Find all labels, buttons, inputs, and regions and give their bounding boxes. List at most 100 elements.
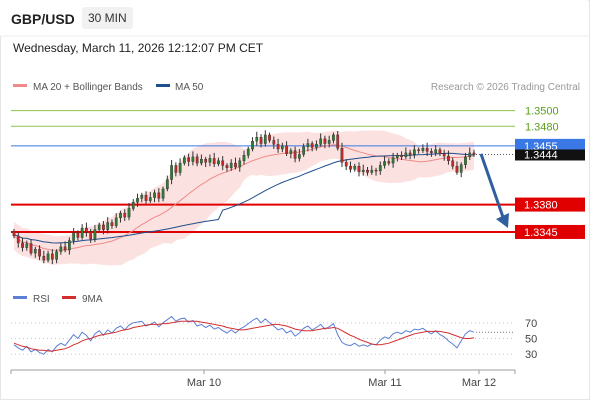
candle-body: [255, 137, 259, 142]
candle-body: [340, 148, 344, 163]
candle-body: [170, 165, 173, 180]
candle-body: [148, 197, 152, 201]
candle-body: [336, 134, 340, 149]
candle-body: [110, 222, 114, 226]
candle-body: [212, 158, 216, 165]
ma50-legend-label: MA 50: [175, 82, 204, 93]
candle-body: [93, 229, 97, 240]
candle-body: [229, 162, 233, 168]
candle-body: [280, 145, 284, 150]
candle-body: [378, 165, 382, 172]
candle-body: [16, 235, 20, 244]
ma20-legend-label: MA 20 + Bollinger Bands: [33, 82, 143, 93]
rsi-tick-70: 70: [525, 318, 537, 330]
candle-body: [400, 155, 403, 158]
candle-body: [370, 169, 374, 173]
candle-body: [455, 166, 459, 173]
candle-body: [225, 165, 229, 168]
rsi-ticks: 70 50 30: [525, 318, 537, 361]
rsi-line: [13, 315, 475, 355]
candle-body: [217, 160, 220, 165]
candle-body: [285, 145, 288, 154]
candle-body: [315, 144, 318, 148]
candle-body: [272, 140, 276, 145]
chart-datetime: Wednesday, March 11, 2026 12:12:07 PM CE…: [13, 41, 264, 55]
candle-body: [327, 140, 331, 144]
candle-body: [136, 198, 139, 203]
forecast-arrow-head: [496, 212, 509, 228]
timeframe-badge[interactable]: 30 MIN: [82, 7, 133, 29]
candle-body: [464, 156, 467, 165]
candle-body: [89, 231, 93, 240]
candle-body: [153, 192, 156, 198]
candle-body: [50, 253, 54, 260]
candle-body: [417, 149, 420, 151]
candle-body: [323, 138, 327, 144]
candle-body: [430, 151, 433, 154]
candle-body: [251, 140, 254, 150]
candle-body: [140, 194, 144, 199]
candle-body: [434, 149, 438, 154]
last-price-badge: [515, 149, 585, 161]
candle-body: [459, 164, 463, 173]
candle-body: [413, 149, 416, 155]
candle-body: [200, 158, 203, 164]
candle-body: [259, 137, 263, 144]
candle-body: [421, 148, 425, 151]
rsi-ma9-line: [13, 320, 475, 352]
candle-body: [425, 148, 429, 152]
candle-body: [447, 155, 450, 161]
candle-body: [242, 155, 246, 161]
symbol-title: GBP/USD: [11, 11, 75, 27]
candle-body: [391, 157, 395, 164]
candle-body: [353, 166, 357, 170]
chart-header: GBP/USD 30 MIN: [0, 0, 588, 36]
rsi-legend-label: RSI: [33, 294, 50, 305]
candlesticks[interactable]: [12, 130, 476, 265]
candle-body: [161, 188, 165, 199]
candle-body: [102, 224, 105, 230]
candle-body: [123, 212, 127, 218]
candle-body: [383, 161, 386, 166]
candle-body: [33, 248, 37, 254]
candle-body: [298, 154, 301, 159]
candle-body: [468, 152, 472, 158]
candle-body: [157, 192, 161, 199]
candle-body: [408, 152, 412, 155]
candle-body: [127, 208, 131, 218]
forecast-arrow-shaft: [479, 153, 506, 221]
candle-body: [438, 149, 442, 154]
candle-body: [289, 150, 293, 154]
candle-body: [85, 227, 88, 233]
candle-body: [246, 148, 250, 156]
current-price-badge: [515, 138, 585, 153]
rsi-lines: [13, 315, 515, 355]
candle-body: [208, 158, 212, 163]
candle-body: [319, 138, 323, 145]
forecast-arrow: [479, 153, 509, 228]
candle-body: [268, 134, 271, 141]
candle-body: [106, 222, 110, 230]
level-label-4: 1.3380: [524, 200, 558, 212]
candle-body: [302, 146, 305, 155]
ma9-legend-swatch: [62, 296, 76, 299]
level-label-5: 1.3345: [524, 227, 558, 239]
candle-body: [374, 169, 378, 172]
candle-body: [204, 158, 208, 163]
rsi-legend-swatch: [13, 296, 27, 299]
candle-body: [238, 160, 242, 168]
candle-body: [395, 155, 399, 158]
candle-body: [29, 243, 33, 254]
candle-body: [12, 230, 16, 237]
candle-body: [263, 134, 267, 144]
candle-body: [332, 134, 335, 141]
candle-body: [442, 153, 446, 157]
candle-body: [310, 143, 314, 148]
candle-body: [68, 240, 71, 251]
candle-body: [165, 179, 169, 190]
rsi-tick-50: 50: [525, 334, 537, 346]
candle-body: [306, 143, 310, 147]
candle-body: [451, 160, 455, 167]
